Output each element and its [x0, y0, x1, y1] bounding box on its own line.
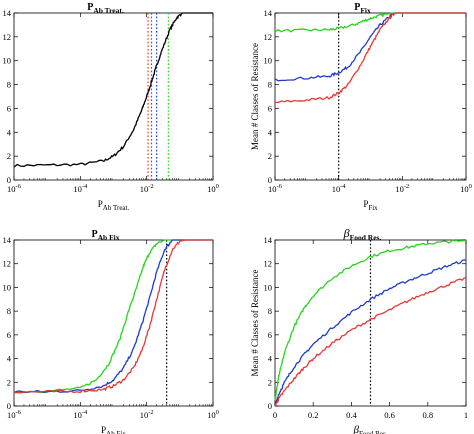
- series-line-3: [274, 277, 467, 408]
- series-line-1: [13, 239, 213, 394]
- y-tick-label: 4: [7, 127, 12, 137]
- y-tick-label: 14: [3, 235, 12, 245]
- y-tick-label: 2: [7, 377, 11, 387]
- y-tick-label: 2: [268, 151, 272, 161]
- y-tick-label: 0: [7, 401, 11, 411]
- panel-title: βFood Res.: [343, 226, 382, 242]
- y-tick-label: 12: [264, 32, 273, 42]
- x-tick-label: 10-6: [7, 183, 22, 194]
- y-tick-label: 0: [268, 401, 272, 411]
- y-tick-label: 6: [7, 103, 11, 113]
- chart-panel-4: 0 2 4 6 8 10 12 14 0 0.2 0.4 0.6 0.8 1 βFood Res. βFood…: [250, 226, 468, 434]
- y-tick-label: 6: [268, 330, 272, 340]
- y-tick-label: 12: [3, 32, 12, 42]
- series-line-1: [274, 239, 467, 401]
- x-tick-label: 10-4: [73, 409, 88, 420]
- y-tick-label: 0: [7, 175, 11, 185]
- x-tick-label: 10-4: [332, 183, 347, 194]
- panel-title: PAb Treat.: [87, 2, 124, 15]
- plot-frame: [13, 12, 214, 181]
- chart-panel-3: 0 2 4 6 8 10 12 14 10-6 10-4 10-2 100 PAb Fix PAb Fix…: [3, 229, 219, 434]
- x-tick-label: 10-2: [140, 183, 154, 194]
- y-axis-label: Mean # Classes of Resistance: [250, 43, 260, 150]
- y-tick-label: 4: [7, 354, 12, 364]
- series-line-1: [274, 12, 466, 33]
- y-tick-label: 10: [3, 56, 12, 66]
- y-tick-label: 8: [7, 80, 11, 90]
- chart-panel-2: 0 2 4 6 8 10 12 14 10-6 10-4 10-2 100 PFix PFix Mean #…: [250, 2, 472, 212]
- y-tick-label: 0: [268, 175, 272, 185]
- x-tick-label: 100: [207, 409, 219, 420]
- x-tick-label: 10-6: [268, 183, 283, 194]
- x-axis-label: βFood Res.: [353, 424, 388, 434]
- x-tick-label: 10-2: [140, 409, 154, 420]
- plot-frame: [274, 12, 467, 181]
- x-tick-label: 100: [207, 183, 219, 194]
- y-tick-label: 8: [268, 306, 272, 316]
- series-line-1: [13, 12, 213, 168]
- x-tick-label: 0.8: [422, 410, 433, 420]
- y-tick-label: 6: [268, 103, 272, 113]
- y-tick-label: 2: [268, 377, 272, 387]
- y-tick-label: 14: [264, 235, 273, 245]
- x-tick-label: 10-2: [395, 183, 409, 194]
- x-tick-label: 0.2: [308, 410, 319, 420]
- x-axis-label: PFix: [363, 199, 378, 212]
- y-tick-label: 8: [268, 80, 272, 90]
- y-axis-label: Mean # Classes of Resistance: [250, 270, 260, 377]
- y-tick-label: 14: [3, 8, 12, 18]
- x-axis-label: PAb Treat.: [98, 199, 130, 212]
- y-tick-label: 10: [264, 282, 273, 292]
- y-tick-label: 4: [268, 127, 273, 137]
- x-tick-label: 0: [273, 410, 277, 420]
- series-line-3: [13, 239, 213, 394]
- x-tick-label: 0.4: [346, 410, 357, 420]
- y-tick-label: 12: [264, 259, 273, 269]
- y-tick-label: 12: [3, 259, 12, 269]
- y-tick-label: 10: [3, 282, 12, 292]
- plot-frame: [13, 239, 214, 407]
- y-tick-label: 14: [264, 8, 273, 18]
- series-line-2: [13, 239, 213, 394]
- x-tick-label: 100: [460, 183, 472, 194]
- chart-panel-1: 0 2 4 6 8 10 12 14 10-6 10-4 10-2 100 PAb Treat. PAb …: [3, 2, 219, 212]
- y-tick-label: 10: [264, 56, 273, 66]
- y-tick-label: 6: [7, 330, 11, 340]
- x-axis-label: PAb Fix: [101, 425, 126, 434]
- y-tick-label: 8: [7, 306, 11, 316]
- y-tick-label: 2: [7, 151, 11, 161]
- x-tick-label: 10-4: [73, 183, 88, 194]
- panel-title: PAb Fix: [92, 229, 120, 242]
- x-tick-label: 10-6: [7, 409, 22, 420]
- x-tick-label: 0.6: [384, 410, 395, 420]
- series-line-3: [275, 12, 466, 104]
- y-tick-label: 4: [268, 354, 273, 364]
- x-tick-label: 1: [464, 410, 468, 420]
- panel-title: PFix: [354, 2, 371, 15]
- series-line-2: [274, 259, 467, 405]
